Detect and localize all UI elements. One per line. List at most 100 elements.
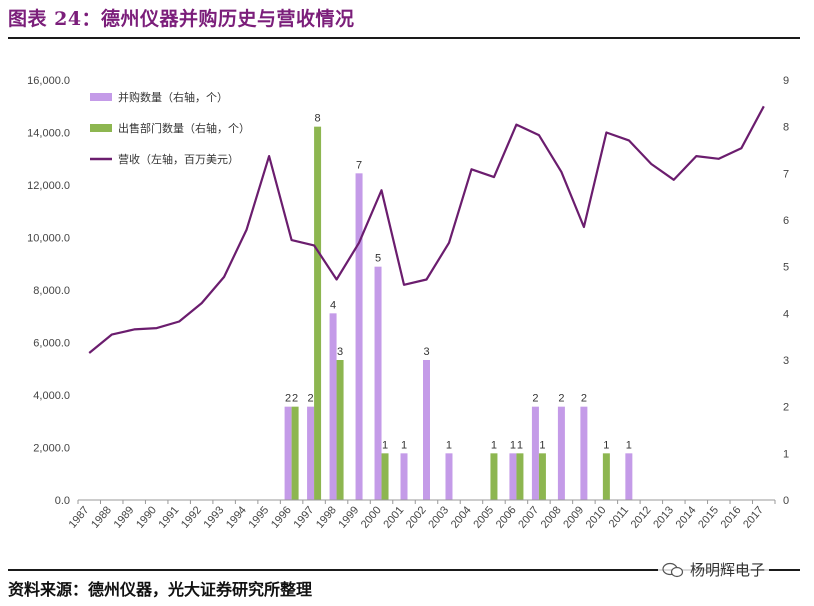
- right-axis-tick-label: 3: [783, 355, 789, 367]
- divestiture-bar: [336, 360, 344, 500]
- right-axis-tick-label: 8: [783, 122, 789, 134]
- left-axis-tick-label: 4,000.0: [33, 390, 70, 402]
- merger-bar: [374, 266, 382, 500]
- merger-bar: [557, 406, 565, 500]
- left-axis-tick-label: 10,000.0: [27, 233, 70, 245]
- merger-bar-label: 2: [532, 393, 538, 405]
- legend-label: 营收（左轴，百万美元）: [118, 152, 239, 166]
- merger-bar-label: 5: [375, 253, 381, 265]
- revenue-line: [88, 105, 765, 354]
- x-axis-tick-label: 2006: [494, 504, 519, 530]
- merger-bar: [307, 406, 315, 500]
- line-layer: [88, 105, 765, 354]
- x-axis-tick-label: 1996: [269, 504, 294, 530]
- x-axis-tick-label: 1990: [134, 504, 159, 530]
- merger-bar-label: 2: [308, 393, 314, 405]
- top-rule: [8, 37, 800, 39]
- merger-bar: [423, 360, 430, 500]
- merger-bar-label: 1: [401, 439, 407, 451]
- merger-bar: [400, 453, 408, 500]
- merger-bar: [355, 173, 363, 500]
- divestiture-bar: [490, 453, 498, 500]
- x-axis-tick-label: 2017: [741, 504, 766, 530]
- x-axis-tick-label: 2016: [719, 504, 744, 530]
- right-axis-tick-label: 1: [783, 448, 789, 460]
- x-axis-tick-label: 2003: [426, 504, 451, 530]
- x-axis-tick-label: 2015: [696, 504, 721, 530]
- x-axis-tick-label: 2002: [404, 504, 429, 530]
- divestiture-bar: [291, 406, 299, 500]
- merger-bar-label: 2: [558, 393, 564, 405]
- watermark: 杨明辉电子: [658, 557, 770, 582]
- merger-bar-label: 2: [285, 393, 291, 405]
- left-axis-tick-label: 8,000.0: [33, 285, 70, 297]
- divestiture-bar: [538, 453, 546, 500]
- merger-bar: [329, 313, 337, 500]
- wechat-icon: [662, 562, 684, 577]
- x-axis-tick-label: 2012: [629, 504, 654, 530]
- right-axis-tick-label: 5: [783, 262, 789, 274]
- merger-bar-label: 1: [446, 439, 452, 451]
- divestiture-bar-label: 1: [539, 439, 545, 451]
- x-axis-tick-label: 2011: [607, 504, 631, 530]
- bottom-rule: [8, 569, 800, 571]
- legend-label: 出售部门数量（右轴，个）: [118, 121, 250, 135]
- right-axis-tick-label: 4: [783, 308, 789, 320]
- x-axis-tick-label: 2000: [359, 504, 384, 530]
- x-axis-tick-label: 1994: [224, 504, 249, 530]
- x-axis-tick-label: 2010: [584, 504, 609, 530]
- x-axis-tick-label: 1997: [291, 504, 316, 530]
- merger-bar: [580, 406, 588, 500]
- right-axis-tick-label: 2: [783, 402, 789, 414]
- divestiture-bar-label: 1: [517, 439, 523, 451]
- left-axis-tick-label: 16,000.0: [27, 75, 70, 87]
- merger-bar: [625, 453, 633, 500]
- figure-title: 图表 24：德州仪器并购历史与营收情况: [8, 8, 355, 30]
- x-axis-tick-label: 2008: [539, 504, 564, 530]
- merger-bar-label: 1: [626, 439, 632, 451]
- source-note: 资料来源：德州仪器，光大证券研究所整理: [8, 580, 313, 599]
- merger-bar: [509, 453, 517, 500]
- divestiture-bar-label: 1: [603, 439, 609, 451]
- x-axis-tick-label: 2005: [471, 504, 496, 530]
- x-axis-tick-label: 1992: [179, 504, 204, 530]
- legend-swatch: [90, 93, 112, 101]
- merger-bar: [445, 453, 453, 500]
- right-axis-tick-label: 6: [783, 215, 789, 227]
- divestiture-bar: [602, 453, 610, 500]
- right-axis-tick-label: 9: [783, 75, 789, 87]
- merger-bar-label: 4: [330, 299, 336, 311]
- right-axis-tick-label: 7: [783, 168, 789, 180]
- legend-label: 并购数量（右轴，个）: [118, 90, 228, 104]
- merger-bar: [284, 406, 292, 500]
- x-axis-tick-label: 1988: [89, 504, 114, 530]
- x-axis-tick-label: 1998: [314, 504, 339, 530]
- x-axis-tick-label: 2004: [449, 504, 474, 530]
- divestiture-bar-label: 1: [382, 439, 388, 451]
- divestiture-bar-label: 3: [337, 346, 343, 358]
- legend-swatch: [90, 124, 112, 132]
- divestiture-bar-label: 8: [315, 113, 321, 125]
- merger-bar-label: 7: [356, 159, 362, 171]
- watermark-text: 杨明辉电子: [690, 561, 766, 579]
- merger-bar: [531, 406, 539, 500]
- x-axis-tick-label: 1993: [202, 504, 227, 530]
- x-axis-tick-label: 2014: [674, 504, 699, 530]
- left-axis-tick-label: 0.0: [55, 495, 70, 507]
- x-axis-tick-label: 2007: [516, 504, 541, 530]
- right-axis-tick-label: 0: [783, 495, 789, 507]
- legend: 并购数量（右轴，个） 出售部门数量（右轴，个） 营收（左轴，百万美元）: [90, 90, 250, 166]
- x-axis-tick-label: 2001: [381, 504, 406, 530]
- x-axis-tick-label: 1991: [157, 504, 182, 530]
- divestiture-bar: [381, 453, 389, 500]
- x-axis-tick-label: 2009: [561, 504, 586, 530]
- axes-layer: 0.0 2,000.0 4,000.0 6,000.0 8,000.0 10,000.0 1…: [27, 75, 789, 530]
- x-axis-tick-label: 2013: [651, 504, 676, 530]
- x-axis-tick-label: 1999: [336, 504, 361, 530]
- x-axis-tick-label: 1987: [67, 504, 92, 530]
- left-axis-tick-label: 12,000.0: [27, 180, 70, 192]
- x-axis-tick-label: 1995: [246, 504, 271, 530]
- left-axis-tick-label: 6,000.0: [33, 338, 70, 350]
